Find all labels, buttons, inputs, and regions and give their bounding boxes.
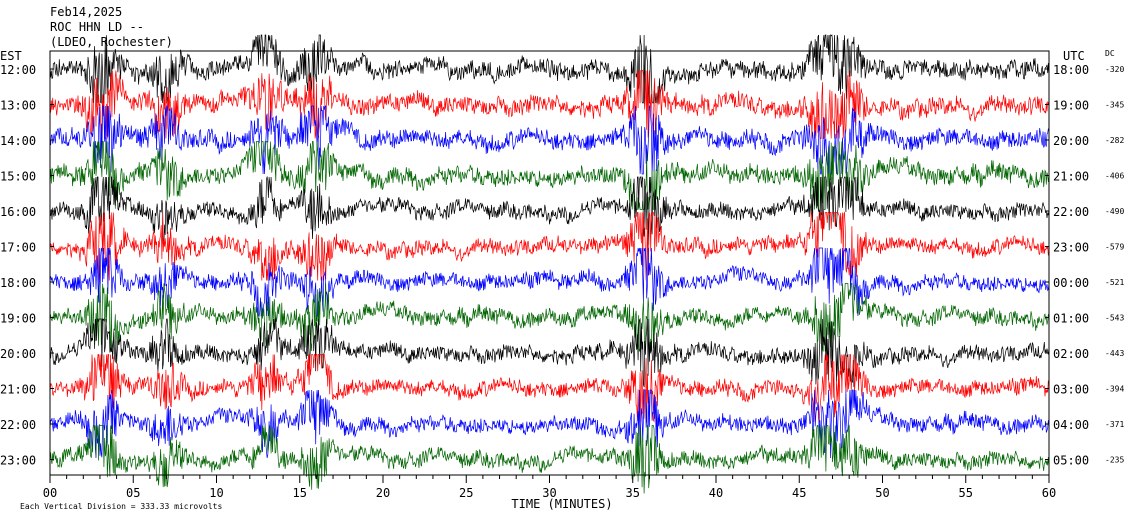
trace-1600 xyxy=(49,175,1050,246)
dc-offset-label: -521 xyxy=(1105,278,1124,287)
est-tick-label: 12:00 xyxy=(0,63,36,77)
dc-offset-label: -371 xyxy=(1105,420,1124,429)
est-tick-label: 17:00 xyxy=(0,241,36,255)
seismic-traces xyxy=(49,34,1050,494)
est-tick-label: 16:00 xyxy=(0,205,36,219)
axis-ticks xyxy=(49,68,1050,483)
plot-frame xyxy=(49,50,1050,476)
est-tick-label: 19:00 xyxy=(0,312,36,326)
x-tick-label: 05 xyxy=(126,486,140,500)
est-tick-label: 23:00 xyxy=(0,454,36,468)
dc-offset-label: -579 xyxy=(1105,243,1124,252)
utc-axis-label: UTC xyxy=(1063,49,1085,63)
header-network: (LDEO, Rochester) xyxy=(50,35,173,49)
axis-labels: 12:00 18:00 -320 13:00 19:00 -345 14:00 20:00 -2… xyxy=(0,63,1124,500)
dc-offset-label: -235 xyxy=(1105,456,1124,465)
trace-2200 xyxy=(49,389,1050,459)
x-tick-label: 00 xyxy=(43,486,57,500)
trace-2000 xyxy=(49,317,1050,388)
utc-tick-label: 23:00 xyxy=(1053,241,1089,255)
est-tick-label: 22:00 xyxy=(0,418,36,432)
dc-column-label: DC xyxy=(1105,49,1115,58)
dc-offset-label: -345 xyxy=(1105,101,1124,110)
x-tick-label: 30 xyxy=(542,486,556,500)
x-tick-label: 10 xyxy=(209,486,223,500)
utc-tick-label: 04:00 xyxy=(1053,418,1089,432)
trace-2300 xyxy=(49,424,1050,494)
est-tick-label: 20:00 xyxy=(0,347,36,361)
x-tick-label: 45 xyxy=(792,486,806,500)
trace-1700 xyxy=(49,211,1050,281)
utc-tick-label: 00:00 xyxy=(1053,276,1089,290)
dc-offset-label: -320 xyxy=(1105,65,1124,74)
x-tick-label: 50 xyxy=(875,486,889,500)
est-tick-label: 13:00 xyxy=(0,99,36,113)
x-tick-label: 15 xyxy=(293,486,307,500)
utc-tick-label: 01:00 xyxy=(1053,312,1089,326)
est-tick-label: 18:00 xyxy=(0,276,36,290)
x-axis-title: TIME (MINUTES) xyxy=(511,497,612,511)
header-station: ROC HHN LD -- xyxy=(50,20,144,34)
utc-tick-label: 03:00 xyxy=(1053,383,1089,397)
dc-offset-label: -282 xyxy=(1105,136,1124,145)
utc-tick-label: 20:00 xyxy=(1053,134,1089,148)
dc-offset-label: -406 xyxy=(1105,172,1124,181)
utc-tick-label: 22:00 xyxy=(1053,205,1089,219)
utc-tick-label: 02:00 xyxy=(1053,347,1089,361)
x-tick-label: 35 xyxy=(626,486,640,500)
dc-offset-label: -394 xyxy=(1105,385,1124,394)
utc-tick-label: 05:00 xyxy=(1053,454,1089,468)
utc-tick-label: 19:00 xyxy=(1053,99,1089,113)
x-tick-label: 20 xyxy=(376,486,390,500)
trace-1200 xyxy=(49,34,1050,104)
est-axis-label: EST xyxy=(0,49,22,63)
dc-offset-label: -490 xyxy=(1105,207,1124,216)
scale-note: Each Vertical Division = 333.33 microvol… xyxy=(20,502,222,511)
trace-1900 xyxy=(49,283,1050,352)
trace-2100 xyxy=(49,354,1050,423)
x-tick-label: 60 xyxy=(1042,486,1056,500)
dc-offset-label: -543 xyxy=(1105,314,1124,323)
utc-tick-label: 18:00 xyxy=(1053,63,1089,77)
est-tick-label: 21:00 xyxy=(0,383,36,397)
est-tick-label: 15:00 xyxy=(0,170,36,184)
dc-offset-label: -443 xyxy=(1105,349,1124,358)
x-tick-label: 40 xyxy=(709,486,723,500)
trace-1500 xyxy=(49,141,1050,210)
x-tick-label: 55 xyxy=(959,486,973,500)
est-tick-label: 14:00 xyxy=(0,134,36,148)
trace-1800 xyxy=(49,247,1050,318)
trace-1300 xyxy=(49,70,1050,139)
trace-1400 xyxy=(49,105,1050,176)
x-tick-label: 25 xyxy=(459,486,473,500)
header-date: Feb14,2025 xyxy=(50,5,122,19)
utc-tick-label: 21:00 xyxy=(1053,170,1089,184)
